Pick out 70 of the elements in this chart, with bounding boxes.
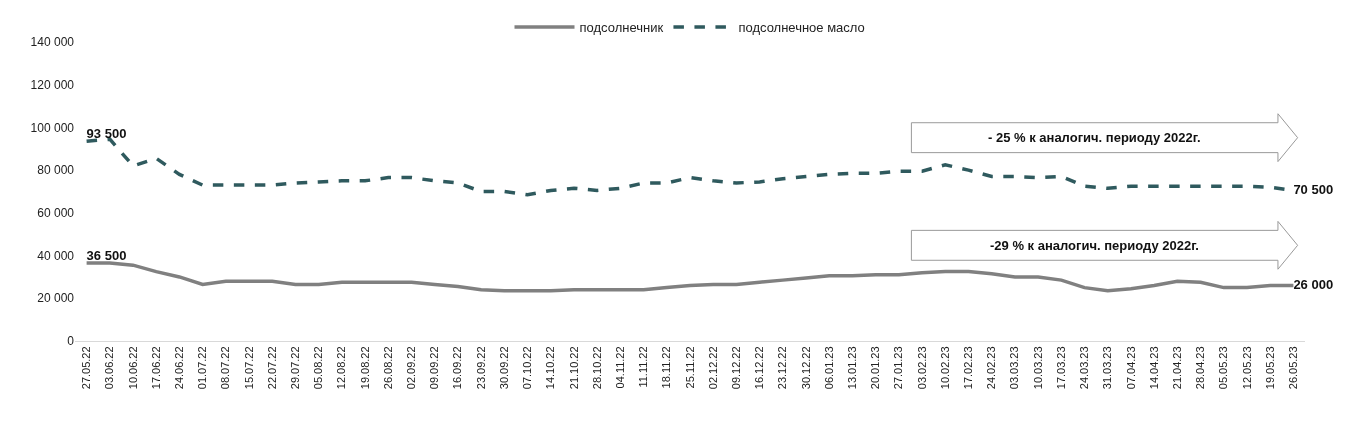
x-tick-label: 13.01.23 bbox=[846, 346, 859, 390]
x-tick-label: 24.02.23 bbox=[985, 346, 998, 390]
x-tick-label: 19.05.23 bbox=[1263, 346, 1276, 390]
legend-label: подсолнечное масло bbox=[738, 20, 865, 36]
y-tick-label: 0 bbox=[67, 334, 75, 349]
x-tick-label: 04.11.22 bbox=[613, 346, 626, 389]
x-tick-label: 11.11.22 bbox=[637, 346, 650, 388]
legend-label: подсолнечник bbox=[579, 20, 664, 36]
x-tick-label: 19.08.22 bbox=[358, 346, 371, 390]
y-tick-label: 20 000 bbox=[37, 291, 75, 306]
y-tick-label: 140 000 bbox=[30, 35, 75, 50]
data-label: 93 500 bbox=[86, 126, 127, 142]
x-tick-label: 02.12.22 bbox=[706, 346, 719, 390]
x-tick-label: 15.07.22 bbox=[242, 346, 255, 390]
x-tick-label: 17.03.23 bbox=[1054, 346, 1067, 390]
x-tick-label: 26.05.23 bbox=[1286, 346, 1299, 390]
x-tick-label: 28.10.22 bbox=[590, 346, 603, 390]
x-tick-label: 12.08.22 bbox=[335, 346, 348, 390]
x-tick-label: 07.04.23 bbox=[1124, 346, 1137, 390]
x-tick-label: 10.06.22 bbox=[126, 346, 139, 390]
x-tick-label: 26.08.22 bbox=[381, 346, 394, 390]
x-tick-label: 30.09.22 bbox=[497, 346, 510, 390]
x-tick-label: 27.05.22 bbox=[80, 346, 93, 390]
data-label: 70 500 bbox=[1293, 181, 1334, 197]
x-tick-label: 18.11.22 bbox=[660, 346, 673, 389]
x-tick-label: 21.10.22 bbox=[567, 346, 580, 390]
x-tick-label: 10.02.23 bbox=[938, 346, 951, 390]
x-tick-label: 24.03.23 bbox=[1078, 346, 1091, 390]
data-label: 36 500 bbox=[86, 247, 127, 263]
x-tick-label: 08.07.22 bbox=[219, 346, 232, 390]
x-tick-label: 20.01.23 bbox=[869, 346, 882, 390]
x-tick-label: 01.07.22 bbox=[196, 346, 209, 390]
x-tick-label: 31.03.23 bbox=[1101, 346, 1114, 390]
x-tick-label: 10.03.23 bbox=[1031, 346, 1044, 390]
x-tick-label: 17.02.23 bbox=[962, 346, 975, 390]
x-tick-label: 28.04.23 bbox=[1194, 346, 1207, 390]
x-tick-label: 16.09.22 bbox=[451, 346, 464, 390]
x-tick-label: 03.03.23 bbox=[1008, 346, 1021, 390]
y-tick-label: 120 000 bbox=[30, 77, 75, 92]
annotation: - 25 % к аналогич. периоду 2022г. bbox=[988, 130, 1201, 145]
x-tick-label: 22.07.22 bbox=[265, 346, 278, 390]
y-tick-label: 60 000 bbox=[37, 206, 75, 221]
x-tick-label: 25.11.22 bbox=[683, 346, 696, 389]
x-tick-label: 27.01.23 bbox=[892, 346, 905, 390]
x-tick-label: 05.05.23 bbox=[1217, 346, 1230, 390]
annotation: -29 % к аналогич. периоду 2022г. bbox=[990, 238, 1199, 253]
x-tick-label: 23.09.22 bbox=[474, 346, 487, 390]
x-tick-label: 29.07.22 bbox=[289, 346, 302, 390]
x-tick-label: 07.10.22 bbox=[521, 346, 534, 390]
x-tick-label: 23.12.22 bbox=[776, 346, 789, 390]
y-tick-label: 40 000 bbox=[37, 248, 75, 263]
x-tick-label: 14.10.22 bbox=[544, 346, 557, 390]
x-tick-label: 03.06.22 bbox=[103, 346, 116, 390]
x-tick-label: 17.06.22 bbox=[149, 346, 162, 390]
x-tick-label: 16.12.22 bbox=[753, 346, 766, 390]
x-tick-label: 21.04.23 bbox=[1170, 346, 1183, 390]
x-tick-label: 24.06.22 bbox=[173, 346, 185, 390]
y-tick-label: 100 000 bbox=[30, 120, 75, 135]
x-tick-label: 05.08.22 bbox=[312, 346, 325, 390]
x-tick-label: 12.05.23 bbox=[1240, 346, 1253, 390]
y-tick-label: 80 000 bbox=[37, 163, 75, 178]
x-tick-label: 06.01.23 bbox=[822, 346, 835, 390]
x-tick-label: 03.02.23 bbox=[915, 346, 928, 390]
x-tick-label: 09.12.22 bbox=[729, 346, 742, 390]
x-tick-label: 14.04.23 bbox=[1147, 346, 1160, 390]
x-tick-label: 30.12.22 bbox=[799, 346, 812, 390]
x-tick-label: 09.09.22 bbox=[428, 346, 441, 390]
line-series bbox=[84, 261, 1296, 293]
x-tick-label: 02.09.22 bbox=[405, 346, 418, 390]
data-label: 26 000 bbox=[1293, 276, 1334, 292]
